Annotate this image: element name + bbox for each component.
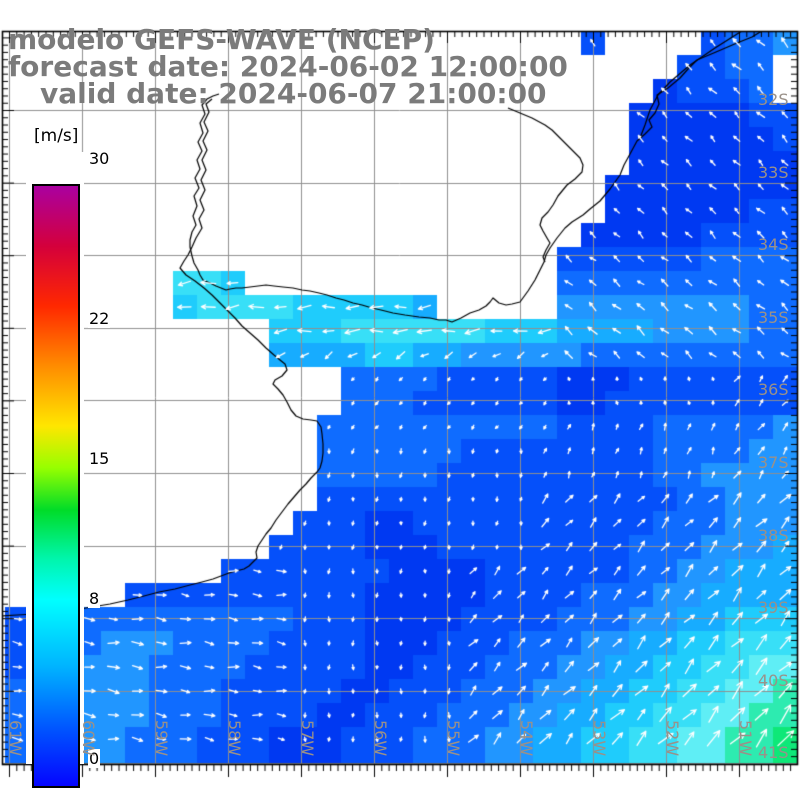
colorbar-tick-label: 30: [88, 149, 111, 168]
lon-label: 61W: [6, 720, 25, 757]
colorbar-tick-label: 8: [88, 589, 101, 608]
colorbar-tick-label: 0: [88, 749, 101, 768]
lon-label: 59W: [152, 720, 171, 757]
lon-label: 55W: [444, 720, 463, 757]
lon-label: 60W: [79, 720, 98, 757]
valid-date: valid date: 2024-06-07 21:00:00: [40, 77, 547, 110]
lon-label: 51W: [736, 720, 755, 757]
lon-label: 52W: [663, 720, 682, 757]
lat-label: 37S: [758, 453, 789, 472]
forecast-date: forecast date: 2024-06-02 12:00:00: [8, 50, 568, 83]
colorbar-gradient: [32, 184, 80, 788]
lat-label: 32S: [758, 90, 789, 109]
colorbar-backing: [26, 152, 84, 788]
colorbar-unit-label: [m/s]: [32, 126, 81, 146]
lat-label: 36S: [758, 380, 789, 399]
lat-label: 39S: [758, 598, 789, 617]
lon-label: 58W: [225, 720, 244, 757]
lat-label: 33S: [758, 163, 789, 182]
lat-label: 40S: [758, 671, 789, 690]
lon-label: 54W: [517, 720, 536, 757]
lat-label: 38S: [758, 526, 789, 545]
lat-label: 34S: [758, 235, 789, 254]
model-title: modelo GEFS-WAVE (NCEP): [8, 23, 435, 56]
colorbar-tick-label: 15: [88, 449, 111, 468]
colorbar-tick-label: 22: [88, 309, 111, 328]
lon-label: 57W: [298, 720, 317, 757]
lon-label: 53W: [590, 720, 609, 757]
lat-label: 41S: [758, 743, 789, 762]
lat-label: 35S: [758, 308, 789, 327]
lon-label: 56W: [371, 720, 390, 757]
